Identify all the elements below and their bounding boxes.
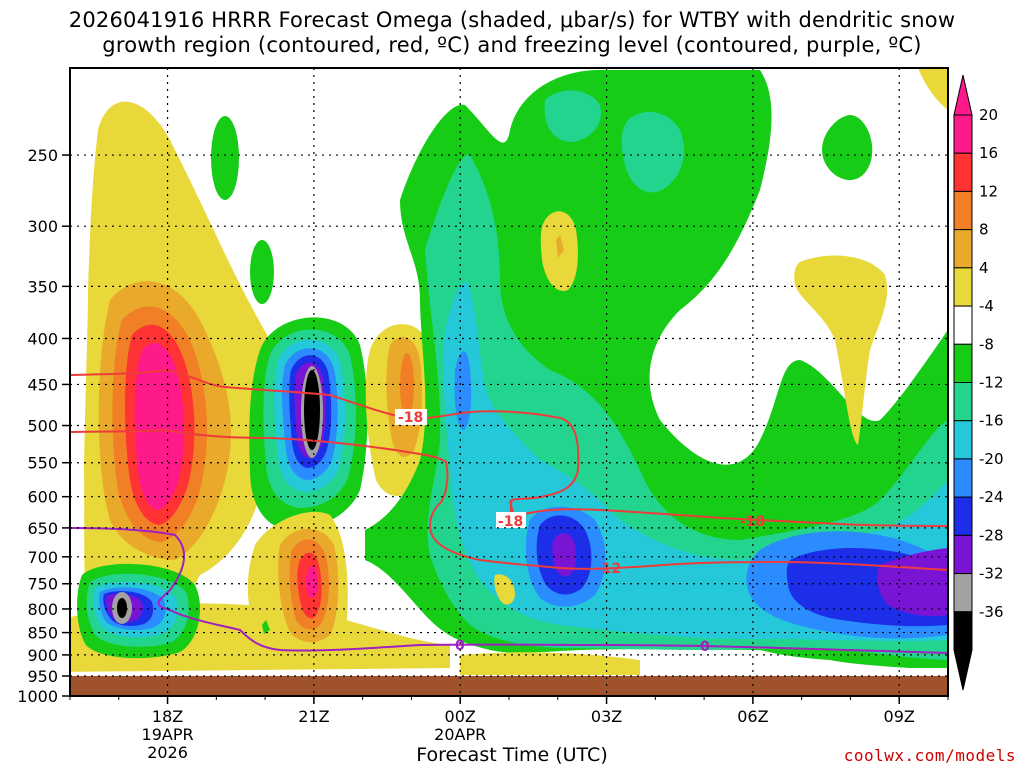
colorbar-swatch bbox=[953, 114, 973, 154]
y-tick-label: 500 bbox=[27, 417, 58, 436]
colorbar-level-label: -32 bbox=[979, 565, 1004, 583]
colorbar-level-label: 20 bbox=[979, 106, 998, 124]
colorbar-level-label: -8 bbox=[979, 335, 994, 353]
x-tick-label: 21Z bbox=[298, 707, 329, 726]
x-tick-sublabel: 2026 bbox=[147, 743, 188, 762]
x-tick-label: 18Z bbox=[152, 707, 183, 726]
y-tick-label: 800 bbox=[27, 600, 58, 619]
contour-line-minus18-mid bbox=[70, 428, 948, 571]
colorbar-level-label: -24 bbox=[979, 488, 1004, 506]
contour-labels: -18 -18 -18 -12 0 0 bbox=[395, 409, 765, 655]
colorbar-swatch bbox=[953, 573, 973, 613]
colorbar-swatch bbox=[953, 305, 973, 345]
colorbar-swatch bbox=[953, 152, 973, 192]
x-tick-label: 03Z bbox=[591, 707, 622, 726]
colorbar-swatch bbox=[953, 267, 973, 307]
colorbar-level-label: 4 bbox=[979, 259, 989, 277]
omega-region-upward-yellow bbox=[918, 68, 948, 110]
y-tick-label: 1000 bbox=[17, 687, 58, 706]
credit-text: coolwx.com/models bbox=[843, 746, 1016, 765]
omega-region-upward-yellow bbox=[494, 574, 515, 605]
colorbar: 20 16 12 8 4 -4 -8 -12 -16 -20 -24 -28 -32 -36 bbox=[953, 74, 1004, 691]
contour-line-freezing-0 bbox=[70, 527, 948, 654]
colorbar-level-label: -4 bbox=[979, 297, 994, 315]
colorbar-arrow-top bbox=[953, 74, 973, 116]
colorbar-swatch bbox=[953, 496, 973, 536]
contour-label-minus18-c: -18 bbox=[740, 514, 765, 530]
y-axis-ticks: 250 300 350 400 450 500 550 600 650 700 750 800 850 9… bbox=[17, 146, 70, 706]
colorbar-swatch bbox=[953, 229, 973, 269]
omega-region-downward-green bbox=[262, 620, 270, 634]
omega-region-upward-gold bbox=[556, 235, 564, 258]
y-tick-label: 750 bbox=[27, 575, 58, 594]
x-tick-label: 00Z bbox=[445, 707, 476, 726]
colorbar-swatch bbox=[953, 382, 973, 422]
colorbar-level-label: -20 bbox=[979, 450, 1004, 468]
contour-line-minus18-upper bbox=[70, 368, 580, 516]
omega-shading bbox=[70, 68, 948, 696]
y-tick-label: 250 bbox=[27, 146, 58, 165]
y-tick-label: 900 bbox=[27, 646, 58, 665]
omega-region-downward-purple bbox=[877, 548, 948, 617]
omega-region-upward-yellow bbox=[794, 255, 888, 445]
plot-frame bbox=[69, 67, 949, 697]
x-tick-sublabel: 20APR bbox=[434, 725, 486, 744]
x-tick-sublabel: 19APR bbox=[142, 725, 194, 744]
colorbar-swatch bbox=[953, 343, 973, 383]
omega-region-downward-black bbox=[117, 598, 127, 618]
x-axis-title: Forecast Time (UTC) bbox=[416, 744, 608, 766]
colorbar-swatch bbox=[953, 611, 973, 651]
contour-label-freezing-a: 0 bbox=[455, 638, 465, 654]
colorbar-arrow-bottom bbox=[953, 649, 973, 691]
omega-region-downward-black bbox=[304, 370, 320, 450]
x-tick-label: 06Z bbox=[737, 707, 768, 726]
omega-region-downward-lightblue bbox=[454, 351, 472, 430]
contour-label-minus12: -12 bbox=[596, 561, 621, 577]
colorbar-level-label: -36 bbox=[979, 603, 1004, 621]
colorbar-swatch bbox=[953, 190, 973, 231]
colorbar-level-label: 8 bbox=[979, 221, 989, 239]
omega-region-downward-teal bbox=[544, 90, 601, 142]
y-tick-label: 850 bbox=[27, 624, 58, 643]
terrain-ground-band bbox=[70, 676, 948, 696]
y-tick-label: 450 bbox=[27, 375, 58, 394]
contour-label-minus18-b: -18 bbox=[498, 514, 523, 530]
chart-title-line-1: 2026041916 HRRR Forecast Omega (shaded, … bbox=[68, 8, 956, 32]
omega-region-upward-yellow bbox=[460, 652, 640, 675]
colorbar-level-label: 12 bbox=[979, 182, 998, 200]
omega-region-downward-teal bbox=[621, 111, 684, 193]
colorbar-level-label: -16 bbox=[979, 412, 1004, 430]
y-tick-label: 700 bbox=[27, 548, 58, 567]
omega-region-downward-green bbox=[822, 115, 873, 180]
x-tick-label: 09Z bbox=[884, 707, 915, 726]
y-tick-label: 600 bbox=[27, 488, 58, 507]
y-tick-label: 400 bbox=[27, 329, 58, 348]
contour-label-freezing-b: 0 bbox=[700, 639, 710, 655]
y-tick-label: 350 bbox=[27, 277, 58, 296]
colorbar-level-label: -12 bbox=[979, 374, 1004, 392]
colorbar-swatch bbox=[953, 534, 973, 575]
y-tick-label: 950 bbox=[27, 667, 58, 686]
y-tick-label: 550 bbox=[27, 454, 58, 473]
colorbar-swatch bbox=[953, 420, 973, 460]
y-tick-label: 300 bbox=[27, 217, 58, 236]
omega-region-upward-magenta bbox=[306, 566, 318, 598]
omega-region-downward-green bbox=[250, 240, 274, 304]
colorbar-level-label: 16 bbox=[979, 144, 998, 162]
chart-title-line-2: growth region (contoured, red, ºC) and f… bbox=[102, 33, 922, 57]
omega-region-downward-purple bbox=[552, 533, 577, 577]
contour-label-minus18-a: -18 bbox=[398, 410, 423, 426]
colorbar-swatch bbox=[953, 458, 973, 498]
y-tick-label: 650 bbox=[27, 519, 58, 538]
omega-region-downward-green bbox=[211, 116, 239, 200]
colorbar-level-label: -28 bbox=[979, 526, 1004, 544]
